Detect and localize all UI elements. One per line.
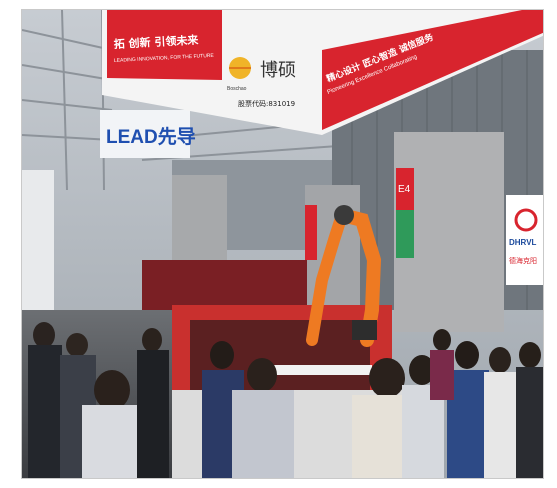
banner-red-left	[107, 10, 222, 80]
conveyor	[262, 365, 372, 375]
lead-sign-text: LEAD先导	[106, 125, 196, 148]
crowd	[28, 322, 543, 478]
banner-red-right	[322, 10, 543, 130]
dhrvl-logo-icon	[514, 208, 538, 232]
robot-arm	[306, 205, 382, 347]
trade-show-photo: LEAD先导 拓 创新 引领未来 LEADING INNOVATION, FOR…	[22, 10, 543, 478]
photo-frame: LEAD先导 拓 创新 引领未来 LEADING INNOVATION, FOR…	[21, 9, 544, 479]
left-wall-panel	[22, 170, 54, 310]
banner-slogan-cn: 拓 创新 引领未来	[113, 33, 199, 51]
dhrvl-cn: 德海克阳	[509, 256, 537, 265]
stock-code: 股票代码:831019	[238, 99, 295, 108]
banner-slogan-en: LEADING INNOVATION, FOR THE FUTURE	[114, 53, 215, 64]
brand-logo-text: Boschao	[227, 86, 247, 92]
dhrvl-text: DHRVL	[509, 238, 537, 247]
lead-sign	[100, 110, 190, 158]
brand-cn: 博硕	[260, 60, 296, 81]
pillar-red-sign	[305, 205, 317, 260]
booth-code: E4	[398, 184, 411, 195]
